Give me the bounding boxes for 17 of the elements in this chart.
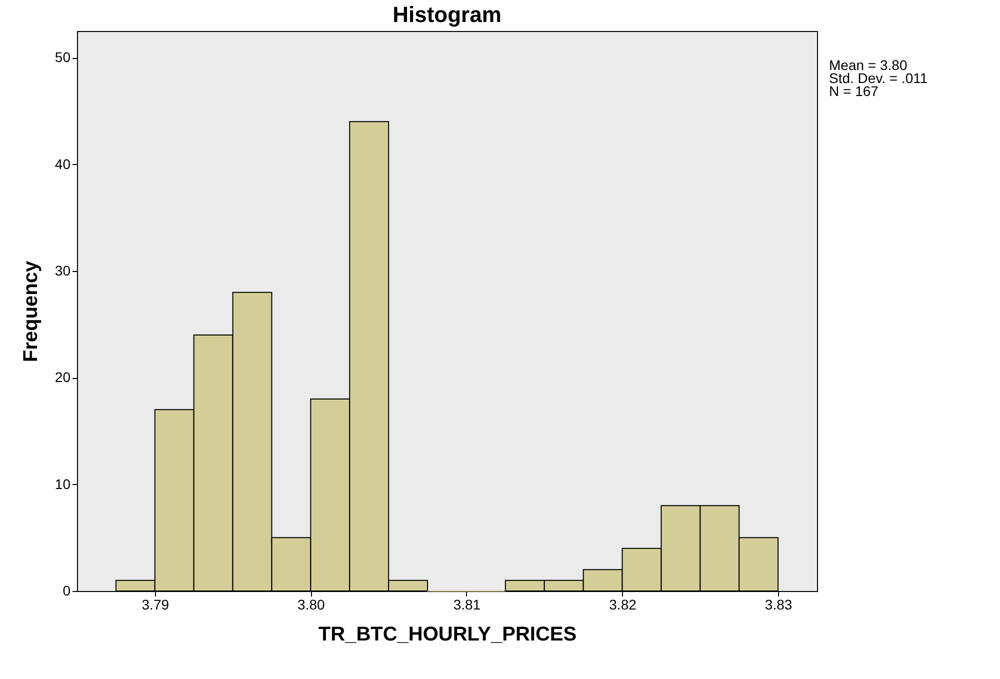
y-tick-label: 0 — [62, 582, 71, 598]
text: Mean = 3.80 — [829, 57, 908, 73]
x-tick-label: 3.79 — [142, 596, 170, 612]
y-tick-label: 40 — [54, 156, 71, 172]
x-axis-title: TR_BTC_HOURLY_PRICES — [318, 624, 577, 646]
y-tick-label: 30 — [54, 262, 71, 278]
y-tick-label: 20 — [54, 369, 71, 386]
text: Std. Dev. = .011 — [829, 70, 928, 86]
x-tick-label: 3.80 — [298, 596, 326, 612]
x-tick-label: 3.81 — [453, 596, 481, 612]
x-tick-label: 3.83 — [764, 596, 792, 612]
text: N = 167 — [829, 83, 879, 99]
y-tick-label: 50 — [54, 49, 71, 66]
chart-title: Histogram — [392, 2, 502, 27]
x-tick-label: 3.82 — [609, 596, 637, 612]
y-tick-label: 10 — [54, 476, 71, 492]
y-axis-title: Frequency — [20, 260, 42, 362]
